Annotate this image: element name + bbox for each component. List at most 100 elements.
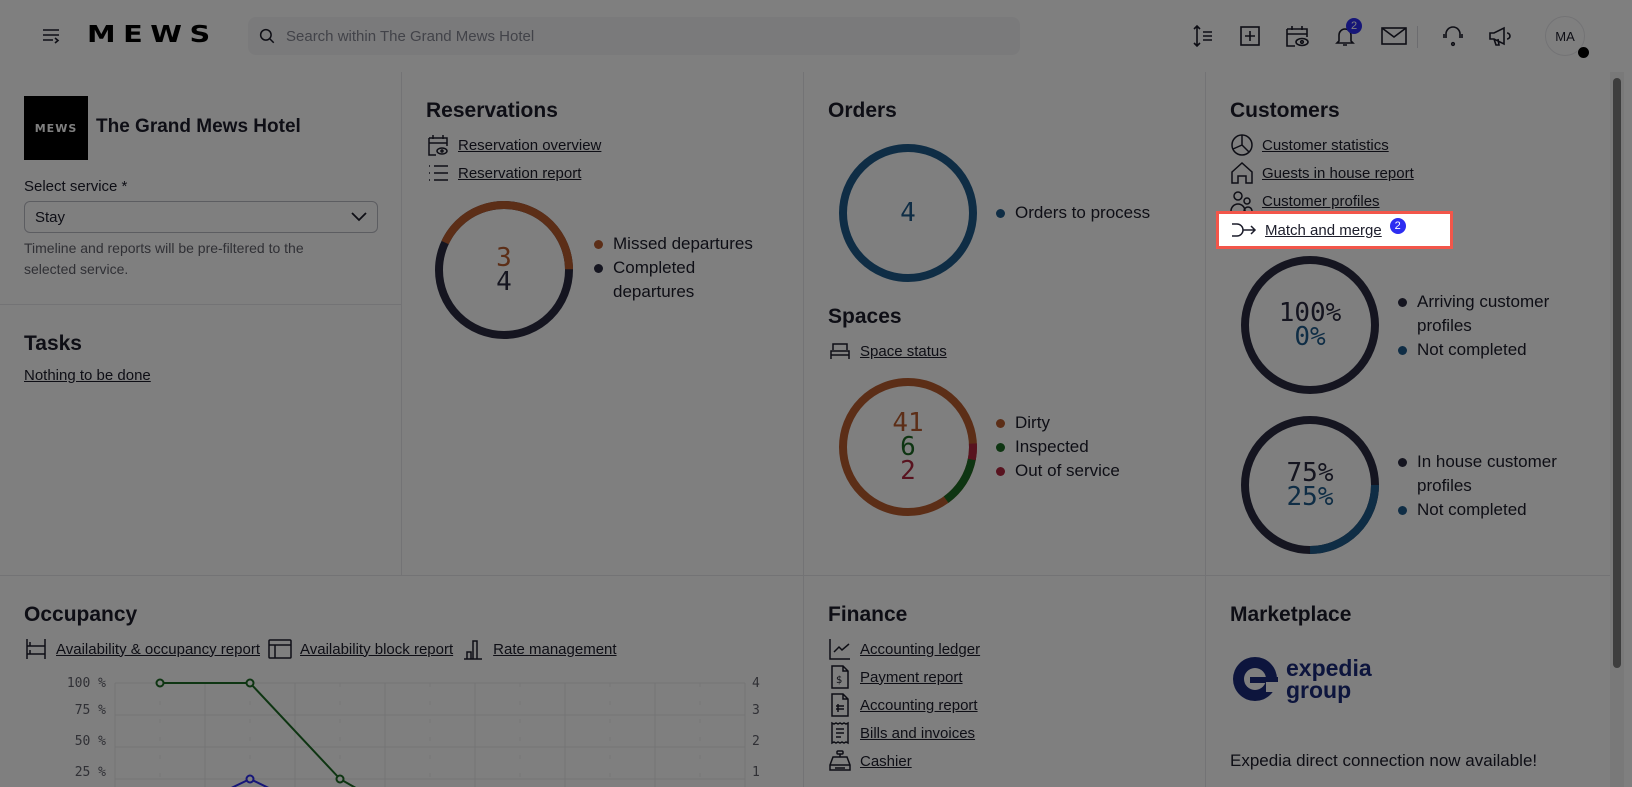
announcements-button[interactable]	[1485, 21, 1515, 51]
occupancy-line-chart: 100 % 75 % 50 % 25 % 4 3 2 1	[0, 676, 804, 787]
mews-logo[interactable]: MEWS	[87, 22, 218, 48]
sort-button[interactable]	[1188, 21, 1218, 51]
search-input[interactable]	[286, 27, 986, 45]
expedia-logo-line1: expedia	[1286, 655, 1372, 681]
property-name: The Grand Mews Hotel	[96, 116, 301, 137]
availability-block-link-row[interactable]: Availability block report	[268, 635, 453, 663]
rate-management-link-row[interactable]: Rate management	[461, 635, 617, 663]
availability-block-link[interactable]: Availability block report	[300, 640, 454, 658]
cash-register-icon	[829, 750, 851, 771]
customers-title: Customers	[1230, 99, 1340, 122]
menu-button[interactable]	[40, 24, 64, 48]
top-bar: MEWS 2 MA	[0, 0, 1632, 72]
page-scrollbar[interactable]	[1610, 72, 1624, 787]
messages-button[interactable]	[1379, 21, 1409, 51]
nothing-to-be-done-link[interactable]: Nothing to be done	[24, 367, 151, 384]
bills-invoices-link-row[interactable]: Bills and invoices	[828, 719, 980, 747]
megaphone-icon	[1489, 26, 1511, 46]
cashier-link[interactable]: Cashier	[860, 752, 912, 770]
match-and-merge-highlight[interactable]: Match and merge 2	[1216, 211, 1453, 249]
legend-inhouse-not-completed: Not completed	[1417, 500, 1527, 519]
customers-panel: Customers Customer statistics Guests in …	[1206, 72, 1610, 575]
occupancy-panel: Occupancy Availability & occupancy repor…	[0, 576, 804, 787]
orders-panel: Orders 4 Orders to process Spaces Space …	[804, 72, 1206, 575]
legend-missed-departures: Missed departures	[613, 234, 753, 253]
legend-inspected: Inspected	[1015, 437, 1089, 456]
match-and-merge-count-badge: 2	[1389, 218, 1406, 234]
users-icon	[1230, 191, 1253, 212]
merge-icon	[1232, 223, 1257, 237]
arriving-profiles-donut-chart: 100% 0%	[1240, 255, 1380, 395]
svg-text:$: $	[836, 675, 842, 686]
availability-occupancy-link[interactable]: Availability & occupancy report	[56, 640, 260, 658]
space-status-link-row[interactable]: Space status	[828, 337, 947, 365]
availability-occupancy-link-row[interactable]: Availability & occupancy report	[24, 635, 260, 663]
marketplace-promo-text: Expedia direct connection now available!	[1230, 751, 1538, 770]
reservation-overview-link[interactable]: Reservation overview	[458, 136, 602, 154]
notification-count-badge: 2	[1346, 18, 1362, 34]
bed-icon	[830, 343, 850, 359]
accounting-ledger-link[interactable]: Accounting ledger	[860, 640, 981, 658]
match-and-merge-link[interactable]: Match and merge	[1265, 221, 1382, 239]
pie-chart-icon	[1231, 134, 1253, 156]
guests-in-house-link[interactable]: Guests in house report	[1262, 164, 1414, 182]
accounting-report-link[interactable]: Accounting report	[860, 696, 978, 714]
property-panel: MEWS The Grand Mews Hotel Select service…	[0, 72, 402, 305]
service-select-value: Stay	[35, 208, 66, 226]
out-of-service-value: 2	[900, 456, 916, 486]
accounting-report-link-row[interactable]: Accounting report	[828, 691, 980, 719]
cashier-link-row[interactable]: Cashier	[828, 747, 980, 775]
mail-icon	[1381, 27, 1407, 45]
marketplace-title: Marketplace	[1230, 603, 1352, 626]
add-button[interactable]	[1235, 21, 1265, 51]
spaces-donut-chart: 41 6 2	[838, 377, 978, 517]
notifications-button[interactable]: 2	[1330, 18, 1362, 51]
reservation-overview-button[interactable]	[1282, 21, 1312, 51]
reservations-panel: Reservations Reservation overview Reserv…	[402, 72, 804, 575]
space-status-link[interactable]: Space status	[860, 342, 947, 360]
payment-report-link-row[interactable]: $ Payment report	[828, 663, 980, 691]
marketplace-panel: Marketplace expedia group Expedia direct…	[1206, 576, 1610, 787]
reservation-report-link-row[interactable]: Reservation report	[426, 159, 601, 187]
customer-statistics-link-row[interactable]: Customer statistics	[1230, 131, 1414, 159]
reservation-report-link[interactable]: Reservation report	[458, 164, 582, 182]
accounting-ledger-link-row[interactable]: Accounting ledger	[828, 635, 980, 663]
layout-icon	[268, 639, 292, 659]
payment-report-link[interactable]: Payment report	[860, 668, 963, 686]
support-button[interactable]	[1438, 21, 1468, 51]
customer-profiles-link[interactable]: Customer profiles	[1262, 192, 1380, 210]
calendar-eye-icon	[1286, 26, 1309, 47]
inhouse-profiles-legend: In house customer profiles Not completed	[1398, 450, 1588, 522]
bills-invoices-link[interactable]: Bills and invoices	[860, 724, 976, 742]
reservations-title: Reservations	[426, 99, 558, 122]
expedia-e-icon	[1233, 657, 1278, 701]
arriving-profiles-legend: Arriving customer profiles Not completed	[1398, 290, 1588, 362]
arriving-not-completed-value: 0%	[1294, 322, 1326, 352]
legend-inhouse-profiles: In house customer profiles	[1417, 452, 1557, 495]
headset-icon	[1443, 26, 1463, 47]
list-icon	[429, 165, 448, 181]
user-avatar[interactable]: MA	[1545, 16, 1590, 59]
customer-statistics-link[interactable]: Customer statistics	[1262, 136, 1389, 154]
expedia-group-logo[interactable]: expedia group	[1232, 656, 1372, 702]
guests-in-house-link-row[interactable]: Guests in house report	[1230, 159, 1414, 187]
inhouse-not-completed-value: 25%	[1286, 482, 1334, 512]
chevron-down-icon	[351, 212, 367, 222]
occupancy-title: Occupancy	[24, 603, 138, 626]
spaces-title: Spaces	[828, 305, 902, 328]
property-logo: MEWS	[24, 96, 88, 160]
orders-to-process-value: 4	[900, 198, 916, 228]
service-select[interactable]: Stay	[24, 201, 378, 233]
legend-arriving-profiles: Arriving customer profiles	[1417, 292, 1550, 335]
completed-departures-value: 4	[496, 267, 512, 297]
reservation-overview-link-row[interactable]: Reservation overview	[426, 131, 601, 159]
orders-donut-chart: 4	[838, 143, 978, 283]
scrollbar-thumb[interactable]	[1613, 78, 1621, 668]
service-hint: Timeline and reports will be pre-filtere…	[24, 240, 304, 277]
menu-icon	[43, 29, 60, 44]
search-bar[interactable]	[248, 17, 1020, 55]
spaces-legend: Dirty Inspected Out of service	[996, 411, 1120, 483]
rate-management-link[interactable]: Rate management	[493, 640, 617, 658]
header-divider	[1417, 26, 1418, 48]
line-chart-icon	[829, 639, 850, 660]
